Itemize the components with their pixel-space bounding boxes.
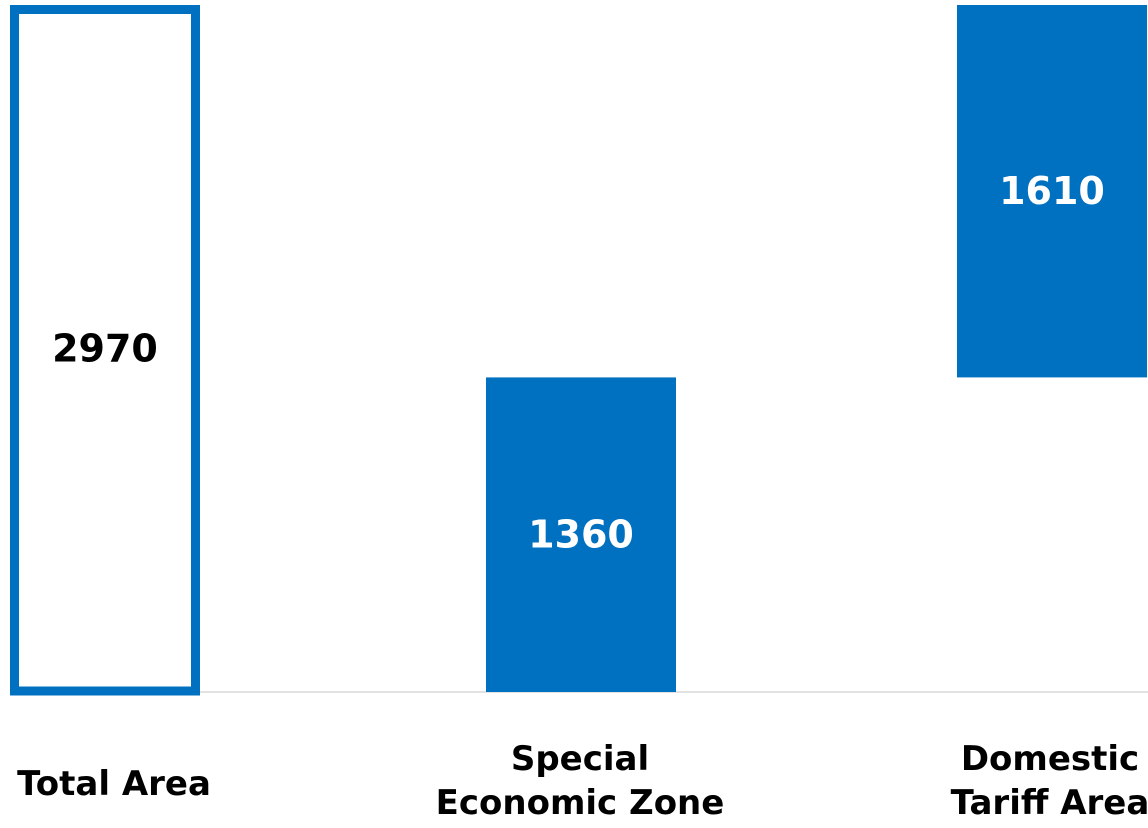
value-label-1: 2970 — [52, 327, 158, 371]
category-label-1: Total Area — [17, 764, 211, 804]
category-label-line: Economic Zone — [436, 783, 725, 823]
category-label-line: Domestic — [961, 739, 1139, 779]
category-label-3: Domestic Tariff Area — [951, 739, 1148, 823]
category-label-2: Special Economic Zone — [436, 739, 725, 823]
category-label-line: Tariff Area — [951, 783, 1148, 823]
category-labels-group: Total Area Special Economic Zone Domestic Ta… — [17, 739, 1148, 823]
value-label-2: 1360 — [528, 513, 634, 557]
category-label-line: Total Area — [17, 764, 211, 804]
bar-3 — [957, 5, 1147, 378]
value-label-3: 1610 — [999, 169, 1105, 213]
bar-2 — [486, 377, 676, 692]
value-labels-group: 2970 1360 1610 — [52, 169, 1105, 557]
bar-1 — [10, 5, 200, 696]
bars-group — [10, 5, 1147, 696]
category-label-line: Special — [511, 739, 649, 779]
